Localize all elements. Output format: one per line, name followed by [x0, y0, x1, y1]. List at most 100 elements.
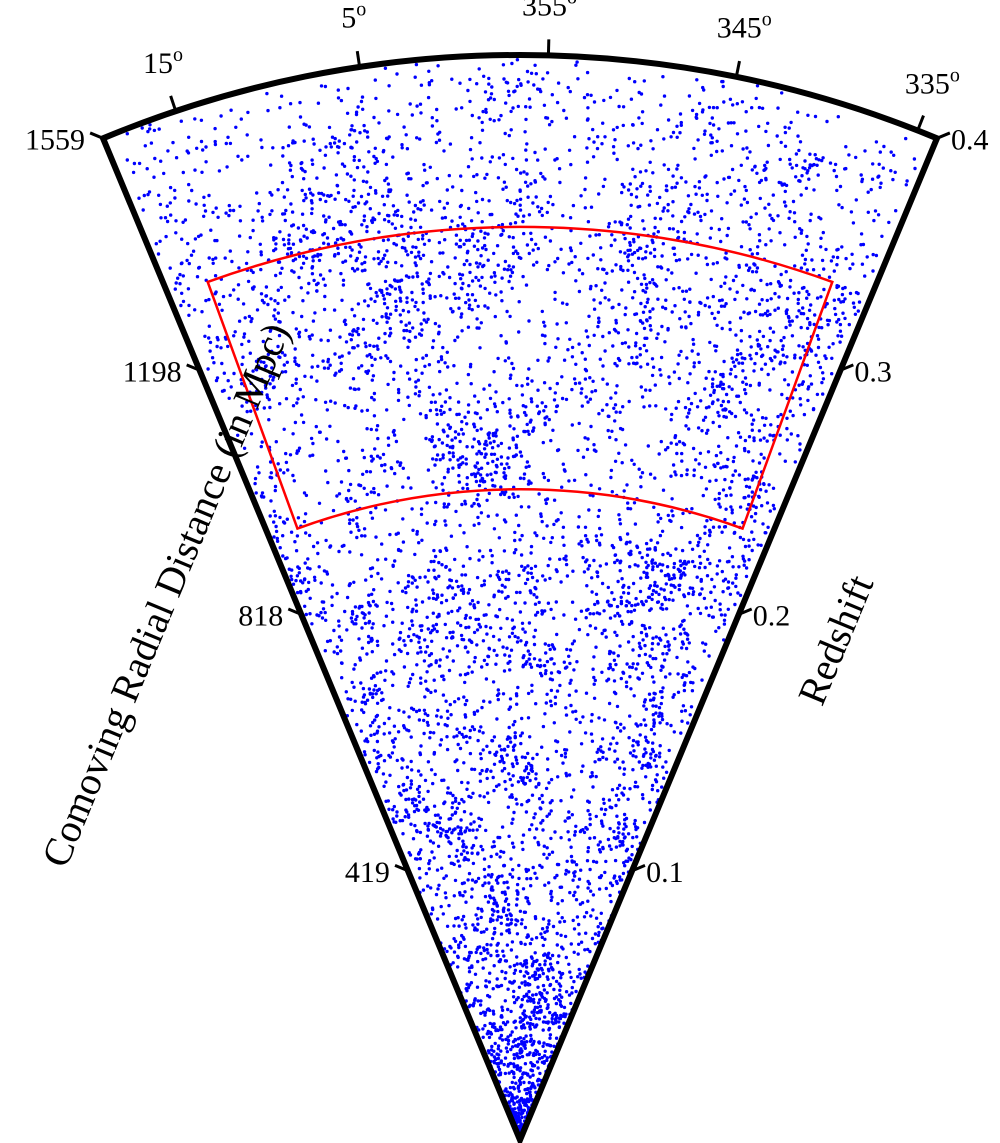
galaxy-point [488, 291, 492, 295]
galaxy-point [518, 1118, 522, 1123]
galaxy-point [719, 304, 724, 308]
galaxy-point [863, 274, 867, 278]
galaxy-point [807, 292, 811, 297]
galaxy-point [465, 545, 469, 549]
galaxy-point [741, 380, 745, 384]
galaxy-point [518, 1066, 523, 1070]
galaxy-point [499, 290, 503, 294]
galaxy-point [427, 596, 431, 600]
galaxy-point [551, 924, 556, 929]
galaxy-point [317, 430, 322, 434]
galaxy-point [711, 262, 715, 266]
galaxy-point [681, 289, 685, 293]
galaxy-point [506, 1035, 510, 1039]
galaxy-point [696, 426, 701, 430]
galaxy-point [533, 179, 537, 183]
galaxy-point [509, 648, 514, 652]
galaxy-point [514, 755, 518, 759]
galaxy-point [406, 395, 410, 399]
galaxy-point [730, 356, 734, 360]
galaxy-point [240, 342, 244, 347]
galaxy-point [553, 260, 557, 264]
galaxy-point [492, 452, 497, 456]
galaxy-point [484, 828, 488, 833]
galaxy-point [562, 660, 566, 664]
galaxy-point [642, 227, 646, 231]
galaxy-point [442, 475, 447, 480]
galaxy-point [540, 519, 544, 524]
galaxy-point [532, 83, 536, 87]
galaxy-point [601, 926, 605, 930]
galaxy-point [356, 105, 360, 109]
galaxy-point [745, 146, 749, 150]
galaxy-point [535, 1060, 540, 1064]
galaxy-point [368, 470, 373, 474]
galaxy-point [419, 628, 424, 633]
galaxy-point [415, 585, 419, 589]
galaxy-point [486, 800, 491, 805]
galaxy-point [633, 522, 638, 526]
galaxy-point [354, 617, 358, 622]
galaxy-point [879, 181, 883, 185]
galaxy-point [588, 822, 592, 827]
galaxy-point [789, 432, 793, 436]
galaxy-point [617, 831, 621, 835]
galaxy-point [572, 668, 576, 672]
galaxy-point [209, 228, 213, 232]
galaxy-point [656, 265, 660, 269]
galaxy-point [636, 564, 640, 568]
galaxy-point [769, 282, 773, 286]
galaxy-point [427, 238, 431, 243]
galaxy-point [552, 721, 556, 725]
galaxy-point [477, 504, 482, 508]
galaxy-point [516, 1085, 521, 1090]
galaxy-point [607, 798, 612, 802]
galaxy-point [392, 370, 396, 375]
galaxy-point [519, 941, 523, 946]
galaxy-point [301, 299, 305, 303]
galaxy-point [455, 848, 459, 853]
galaxy-point [157, 193, 161, 197]
galaxy-point [811, 407, 816, 412]
galaxy-point [390, 751, 395, 755]
galaxy-point [636, 248, 640, 253]
galaxy-point [278, 402, 282, 406]
galaxy-point [730, 511, 734, 515]
galaxy-point [661, 75, 665, 79]
galaxy-point [703, 531, 707, 535]
galaxy-point [626, 501, 630, 505]
galaxy-point [426, 713, 430, 718]
galaxy-point [570, 985, 574, 990]
galaxy-point [456, 458, 460, 462]
galaxy-point [602, 267, 606, 272]
galaxy-point [655, 336, 659, 340]
galaxy-point [460, 918, 464, 922]
galaxy-point [310, 201, 314, 205]
galaxy-point [614, 879, 619, 884]
galaxy-point [628, 787, 632, 791]
galaxy-point [462, 531, 466, 535]
galaxy-point [850, 252, 854, 256]
galaxy-point [485, 776, 489, 781]
galaxy-point [679, 123, 683, 128]
galaxy-point [400, 818, 405, 823]
galaxy-point [766, 372, 770, 377]
galaxy-point [311, 353, 315, 357]
galaxy-point [394, 308, 398, 312]
galaxy-point [690, 689, 695, 693]
galaxy-point [589, 205, 594, 209]
galaxy-point [555, 873, 559, 878]
galaxy-point [608, 881, 613, 885]
galaxy-point [645, 244, 649, 248]
galaxy-point [313, 311, 317, 315]
galaxy-point [241, 355, 245, 359]
galaxy-point [420, 328, 424, 332]
galaxy-point [576, 885, 580, 889]
galaxy-point [512, 963, 517, 968]
galaxy-point [448, 568, 452, 572]
galaxy-point [190, 188, 194, 193]
galaxy-point [281, 534, 285, 538]
galaxy-point [820, 326, 824, 330]
galaxy-point [390, 670, 394, 674]
galaxy-point [520, 533, 524, 538]
